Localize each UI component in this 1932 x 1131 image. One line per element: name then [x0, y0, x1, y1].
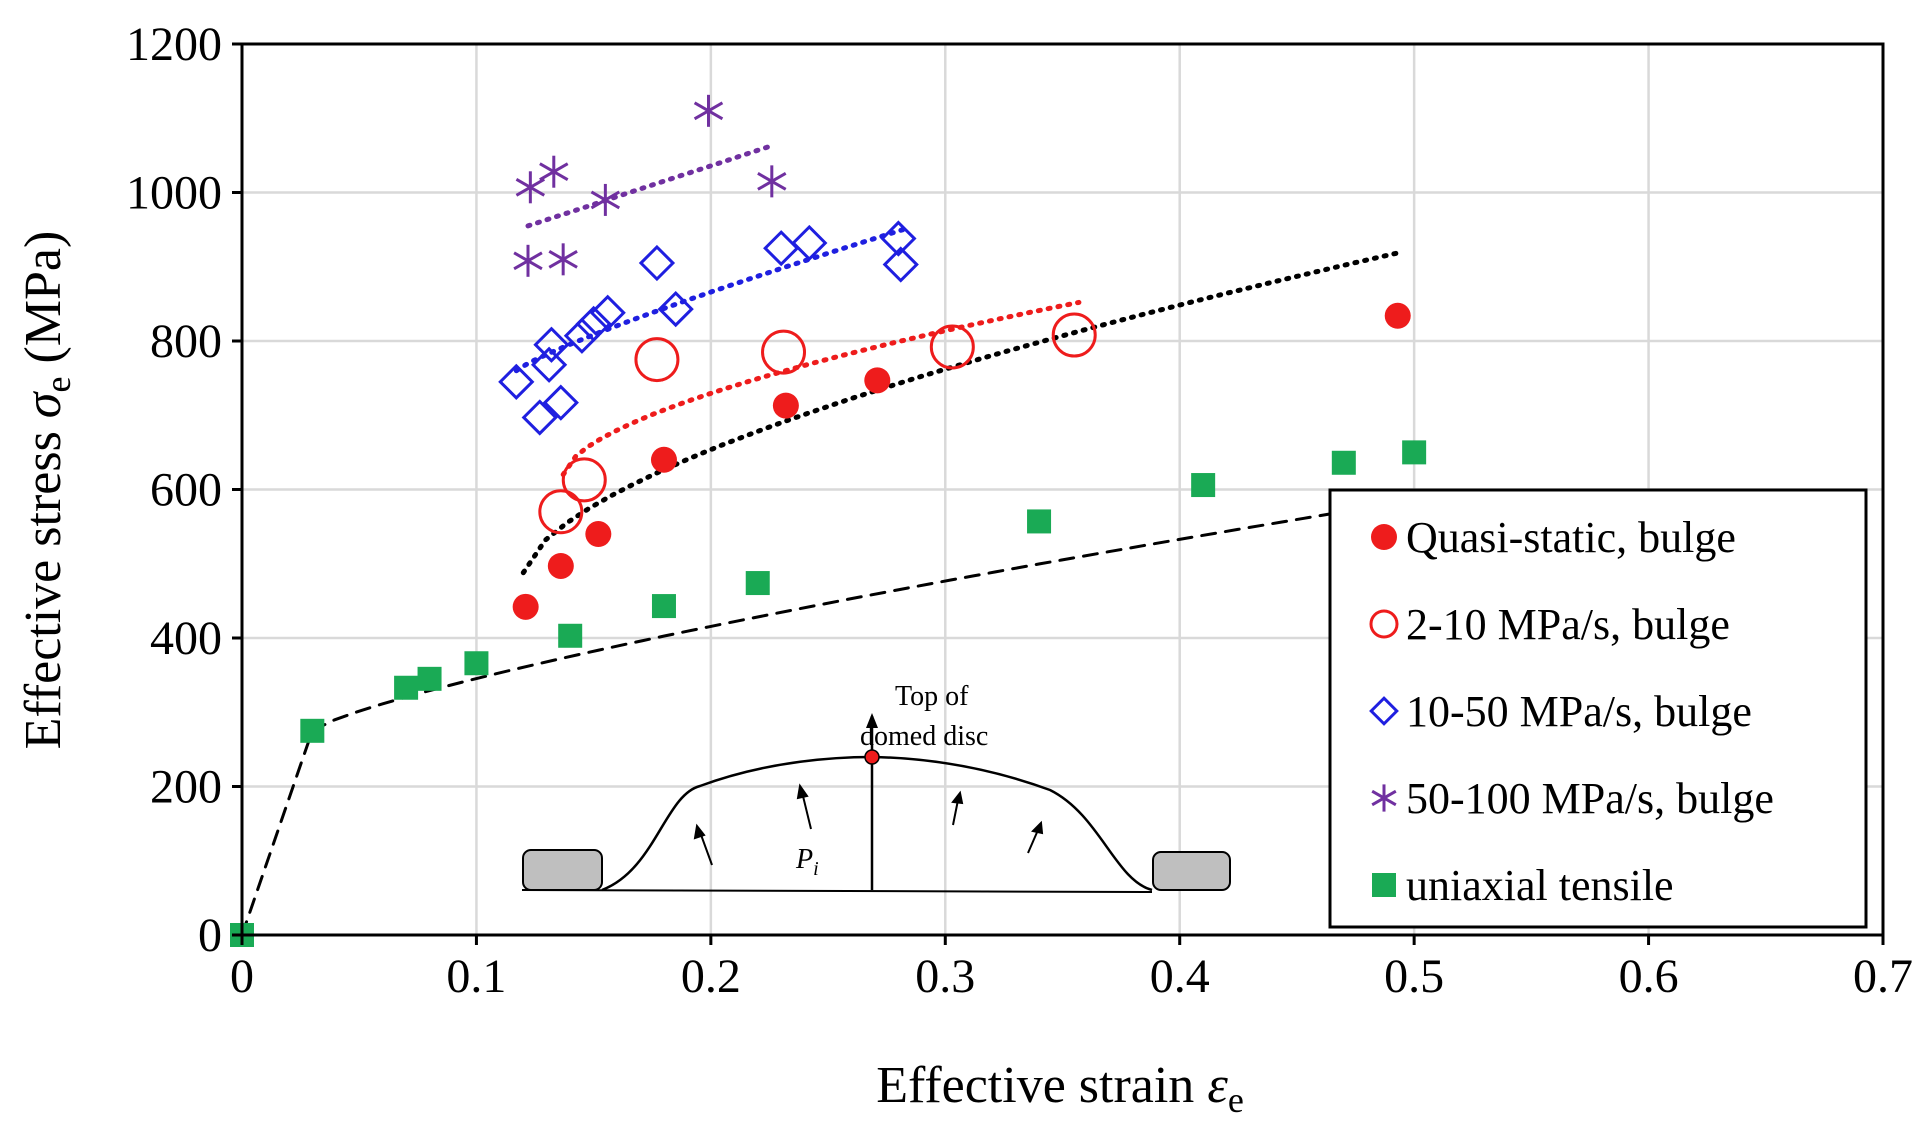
x-tick-label: 0.7 — [1853, 950, 1913, 1003]
inset-label-top: Top of — [895, 681, 969, 712]
legend-marker-quasi-static-bulge — [1371, 524, 1397, 550]
marker-2-10-mpa-s-bulge — [538, 489, 584, 535]
trend-line-50-100-mpa-s-bulge — [525, 143, 775, 229]
x-tick-label: 0.1 — [446, 950, 506, 1003]
top-arrow-head-icon — [866, 713, 878, 728]
marker-2-10-mpa-s-bulge — [1051, 312, 1097, 358]
marker-50-100-mpa-s-bulge — [513, 244, 543, 277]
x-axis-title: Effective strain εe — [876, 1057, 1244, 1120]
marker-10-50-mpa-s-bulge — [521, 399, 558, 436]
marker-uniaxial-tensile — [417, 666, 442, 691]
marker-10-50-mpa-s-bulge — [530, 346, 568, 383]
marker-uniaxial-tensile — [1191, 473, 1216, 498]
trend-line-10-50-mpa-s-bulge — [513, 227, 906, 374]
marker-uniaxial-tensile — [1331, 450, 1356, 475]
marker-10-50-mpa-s-bulge — [542, 384, 579, 421]
axis-ticks: 0 0.1 0.2 0.3 0.4 0.5 0.6 0.7 0 200 400 600 800 1000 1… — [126, 18, 1913, 1003]
trend-line-2-10-mpa-s-bulge — [560, 299, 1082, 478]
marker-50-100-mpa-s-bulge — [539, 155, 569, 188]
marker-uniaxial-tensile — [651, 594, 676, 619]
y-tick-label: 400 — [150, 612, 222, 665]
top-point-marker — [864, 749, 880, 765]
marker-10-50-mpa-s-bulge — [882, 246, 919, 283]
y-tick-label: 1200 — [126, 18, 222, 71]
marker-uniaxial-tensile — [558, 623, 583, 648]
marker-50-100-mpa-s-bulge — [693, 94, 724, 127]
uniaxial-fit-line — [240, 498, 1416, 937]
legend-label-50-100-mpa-s-bulge: 50-100 MPa/s, bulge — [1406, 774, 1774, 823]
marker-2-10-mpa-s-bulge — [761, 329, 807, 375]
marker-uniaxial-tensile — [300, 718, 325, 743]
legend-marker-uniaxial-tensile — [1372, 873, 1396, 897]
x-tick-label: 0.5 — [1384, 950, 1444, 1003]
right-clamp — [1152, 851, 1231, 891]
marker-quasi-static-bulge — [772, 392, 799, 419]
y-axis-title: Effective stress σe (MPa) — [15, 231, 78, 750]
legend-label-2-10-mpa-s-bulge: 2-10 MPa/s, bulge — [1406, 600, 1730, 649]
x-tick-label: 0.6 — [1619, 950, 1679, 1003]
y-tick-label: 1000 — [126, 167, 222, 220]
marker-quasi-static-bulge — [650, 446, 677, 473]
domed-disc-inset: Top of domed disc Pi — [521, 681, 1231, 893]
x-tick-label: 0.2 — [681, 950, 741, 1003]
inset-label-top2: domed disc — [860, 721, 988, 752]
marker-10-50-mpa-s-bulge — [575, 305, 612, 343]
y-tick-label: 200 — [150, 761, 222, 814]
marker-2-10-mpa-s-bulge — [929, 324, 975, 370]
legend-marker-50-100-mpa-s-bulge — [1371, 784, 1397, 812]
marker-10-50-mpa-s-bulge — [880, 220, 917, 257]
marker-uniaxial-tensile — [1027, 509, 1052, 534]
left-clamp — [522, 849, 603, 891]
disc-base-line — [521, 889, 1153, 893]
x-tick-label: 0.3 — [915, 950, 975, 1003]
marker-uniaxial-tensile — [1402, 440, 1427, 465]
legend-label-uniaxial-tensile: uniaxial tensile — [1406, 861, 1674, 910]
marker-10-50-mpa-s-bulge — [638, 244, 676, 282]
marker-50-100-mpa-s-bulge — [548, 243, 578, 276]
marker-uniaxial-tensile — [464, 651, 489, 676]
marker-10-50-mpa-s-bulge — [589, 294, 626, 331]
marker-10-50-mpa-s-bulge — [533, 326, 570, 363]
marker-50-100-mpa-s-bulge — [757, 165, 787, 198]
legend: Quasi-static, bulge 2-10 MPa/s, bulge 10-5… — [1328, 488, 1868, 929]
x-tick-label: 0.4 — [1150, 950, 1210, 1003]
marker-quasi-static-bulge — [864, 367, 891, 394]
legend-label-quasi-static-bulge: Quasi-static, bulge — [1406, 513, 1736, 562]
marker-10-50-mpa-s-bulge — [563, 317, 601, 354]
marker-uniaxial-tensile — [745, 571, 770, 596]
marker-uniaxial-tensile — [394, 675, 419, 700]
x-tick-label: 0 — [230, 950, 254, 1003]
y-tick-label: 600 — [150, 464, 222, 517]
marker-quasi-static-bulge — [547, 552, 574, 579]
legend-marker-10-50-mpa-s-bulge — [1369, 696, 1399, 726]
pressure-arrows — [693, 783, 1044, 866]
marker-quasi-static-bulge — [512, 593, 539, 620]
marker-2-10-mpa-s-bulge — [561, 457, 607, 503]
y-tick-label: 800 — [150, 315, 222, 368]
marker-10-50-mpa-s-bulge — [498, 363, 535, 400]
legend-label-10-50-mpa-s-bulge: 10-50 MPa/s, bulge — [1406, 687, 1752, 736]
marker-quasi-static-bulge — [585, 521, 612, 548]
marker-quasi-static-bulge — [1384, 302, 1411, 329]
marker-10-50-mpa-s-bulge — [657, 290, 694, 328]
marker-50-100-mpa-s-bulge — [590, 183, 621, 216]
legend-box — [1328, 488, 1868, 929]
data-markers — [230, 94, 1427, 947]
marker-50-100-mpa-s-bulge — [515, 171, 546, 204]
marker-2-10-mpa-s-bulge — [634, 337, 680, 383]
marker-10-50-mpa-s-bulge — [791, 224, 828, 262]
y-tick-label: 0 — [198, 909, 222, 962]
legend-marker-2-10-mpa-s-bulge — [1369, 609, 1399, 639]
pressure-label: Pi — [795, 844, 819, 880]
